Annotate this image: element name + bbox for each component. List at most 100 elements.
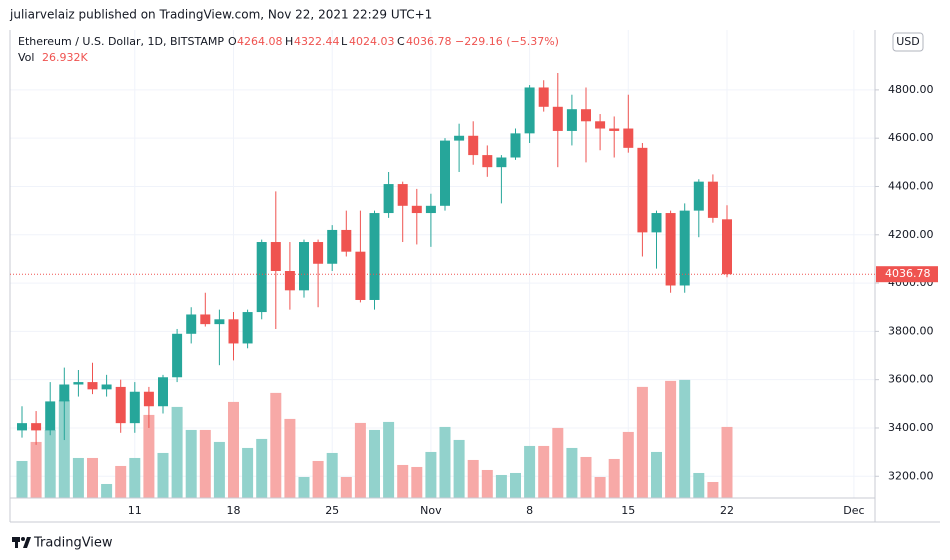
volume-bar bbox=[157, 452, 169, 498]
candle-body bbox=[411, 205, 422, 214]
volume-bar bbox=[481, 469, 493, 498]
y-tick-label: 4800.00 bbox=[888, 83, 934, 96]
volume-bar bbox=[298, 476, 310, 498]
candle-body bbox=[454, 135, 465, 141]
ohlc-label: O bbox=[228, 35, 237, 48]
publisher-line: juliarvelaiz published on TradingView.co… bbox=[9, 8, 432, 22]
candle-body bbox=[425, 205, 436, 214]
candle-body bbox=[566, 109, 577, 131]
candle-body bbox=[552, 106, 563, 131]
candle-body bbox=[383, 184, 394, 214]
candle-body bbox=[651, 213, 662, 233]
volume-bar bbox=[622, 431, 634, 498]
candle-body bbox=[341, 229, 352, 252]
candle-body bbox=[143, 391, 154, 407]
volume-bar bbox=[312, 460, 324, 498]
currency[interactable]: USD bbox=[896, 35, 920, 48]
volume-bar bbox=[115, 465, 127, 498]
volume-bar bbox=[383, 421, 395, 498]
candle-body bbox=[524, 87, 535, 134]
candle-body bbox=[129, 391, 140, 424]
volume-bar bbox=[369, 429, 380, 498]
candle-body bbox=[468, 135, 479, 156]
candle-body bbox=[440, 140, 450, 206]
volume-bar bbox=[693, 472, 705, 498]
footer-brand: TradingView bbox=[33, 536, 113, 551]
volume-bar bbox=[495, 474, 507, 498]
x-tick-label: 15 bbox=[621, 504, 635, 517]
volume-bar bbox=[439, 426, 451, 498]
candle-body bbox=[722, 219, 732, 275]
volume-bar bbox=[608, 458, 620, 498]
volume-bar bbox=[185, 429, 197, 498]
candle-body bbox=[172, 333, 183, 378]
volume-bar bbox=[538, 445, 550, 498]
candle-body bbox=[158, 377, 168, 407]
y-tick-label: 3600.00 bbox=[888, 373, 934, 386]
volume-bar bbox=[58, 399, 70, 498]
y-tick-label: 3400.00 bbox=[888, 421, 934, 434]
candle-body bbox=[609, 128, 620, 131]
volume-bar bbox=[594, 476, 606, 498]
ohlc-value: 4264.08 bbox=[237, 35, 283, 48]
volume-bar bbox=[552, 427, 564, 498]
volume-bar bbox=[707, 481, 719, 498]
footer-logo bbox=[12, 537, 31, 548]
volume-bar bbox=[636, 386, 648, 498]
last-price-label: 4036.78 bbox=[885, 267, 931, 280]
candle-body bbox=[595, 121, 606, 129]
volume-label: Vol bbox=[18, 51, 34, 64]
ohlc-value: 4036.78 bbox=[406, 35, 452, 48]
x-tick-label: 25 bbox=[325, 504, 339, 517]
volume-bar bbox=[411, 466, 423, 498]
candle-body bbox=[115, 386, 126, 424]
ohlc-value: 4024.03 bbox=[349, 35, 395, 48]
candle-body bbox=[679, 210, 690, 286]
x-tick-label: 22 bbox=[720, 504, 734, 517]
change: −229.16 (−5.37%) bbox=[455, 35, 559, 48]
volume-bar bbox=[213, 441, 225, 498]
candle-body bbox=[186, 314, 197, 334]
volume-bar bbox=[510, 472, 521, 498]
x-tick-label: 18 bbox=[227, 504, 241, 517]
volume-bar bbox=[44, 429, 56, 498]
volume-bar bbox=[566, 447, 578, 498]
ohlc-label: C bbox=[397, 35, 405, 48]
candle-body bbox=[299, 242, 309, 291]
candle-body bbox=[510, 133, 521, 158]
volume-bar bbox=[354, 422, 366, 498]
candle-body bbox=[17, 423, 27, 431]
x-tick-label: 11 bbox=[128, 504, 142, 517]
volume-bar bbox=[270, 392, 282, 498]
volume-bar bbox=[679, 379, 691, 498]
candle-body bbox=[87, 382, 98, 390]
candle-body bbox=[707, 181, 718, 218]
volume-bar bbox=[467, 459, 479, 498]
candle-body bbox=[228, 319, 239, 344]
ohlc-label: L bbox=[341, 35, 348, 48]
x-tick-label: Dec bbox=[843, 504, 864, 517]
volume-bar bbox=[453, 439, 465, 498]
volume-bar bbox=[256, 438, 268, 498]
candle-body bbox=[369, 213, 380, 300]
candle-body bbox=[214, 319, 225, 325]
volume-bar bbox=[242, 447, 254, 498]
volume-bar bbox=[199, 429, 211, 498]
volume-bar bbox=[72, 457, 84, 498]
volume-bar bbox=[580, 456, 592, 498]
volume-bar bbox=[665, 380, 677, 498]
volume-bar bbox=[326, 452, 338, 498]
candle-body bbox=[397, 184, 408, 206]
ohlc-label: H bbox=[285, 35, 293, 48]
volume-pane bbox=[16, 379, 733, 498]
ohlc-value: 4322.44 bbox=[294, 35, 340, 48]
volume-bar bbox=[228, 401, 239, 498]
y-tick-label: 3200.00 bbox=[888, 469, 934, 482]
x-tick-label: Nov bbox=[420, 504, 442, 517]
candle-body bbox=[256, 242, 267, 313]
x-tick-label: 8 bbox=[526, 504, 533, 517]
volume-bar bbox=[425, 451, 437, 498]
currency-box[interactable] bbox=[892, 32, 924, 52]
candle-body bbox=[665, 213, 676, 286]
candle-body bbox=[327, 229, 338, 264]
